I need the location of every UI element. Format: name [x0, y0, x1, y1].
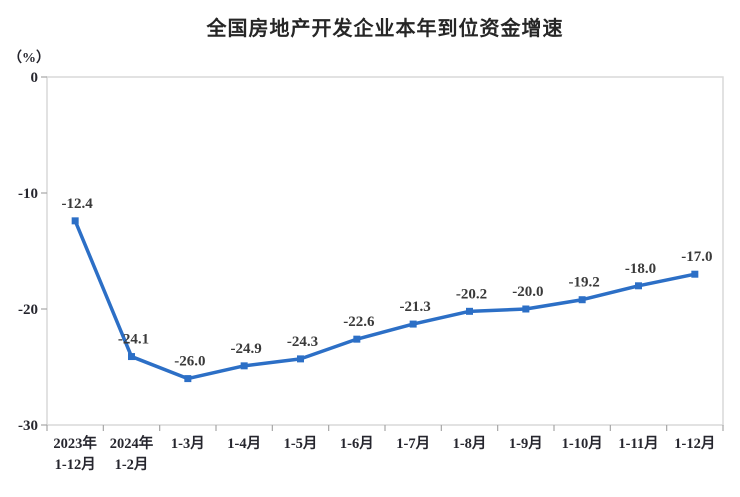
x-axis-category-label: 1-9月 [509, 435, 543, 452]
data-point-label: -20.0 [512, 284, 543, 300]
data-point-marker [522, 305, 530, 313]
x-axis-category-label: 1-5月 [284, 435, 318, 452]
data-point-label: -26.0 [174, 354, 205, 370]
y-axis-tick-label: -30 [18, 418, 38, 434]
data-point-marker [691, 270, 699, 278]
data-point-label: -24.9 [231, 341, 262, 357]
data-point-label: -22.6 [343, 314, 375, 330]
x-axis-category-label: 2024年 1-2月 [110, 434, 154, 473]
x-axis-category-label: 1-12月 [674, 435, 715, 452]
data-point-label: -17.0 [681, 249, 712, 265]
data-point-marker [635, 282, 642, 290]
x-axis-category-label: 2023年 1-12月 [53, 434, 97, 473]
data-line [73, 219, 697, 381]
data-point-label: -19.2 [569, 275, 600, 291]
chart-title: 全国房地产开发企业本年到位资金增速 [206, 18, 564, 40]
x-axis-category-label: 1-7月 [396, 435, 430, 452]
x-axis-category-label: 1-8月 [453, 435, 487, 452]
data-point-marker [466, 307, 473, 315]
y-axis-tick-label: -10 [18, 186, 38, 202]
data-point-label: -24.1 [118, 332, 149, 348]
y-axis-unit-label: （%） [8, 51, 50, 66]
data-point-marker [240, 362, 248, 370]
data-point-marker [353, 335, 361, 343]
x-axis-category-label: 1-4月 [227, 435, 261, 452]
data-point-label: -24.3 [287, 334, 318, 350]
x-axis-category-label: 1-3月 [171, 435, 205, 452]
data-point-label: -12.4 [62, 196, 94, 212]
x-axis-category-label: 1-6月 [340, 435, 374, 452]
data-point-marker [184, 375, 192, 383]
data-point-marker [297, 355, 304, 363]
plot-border [46, 76, 724, 426]
data-point-label: -20.2 [456, 286, 487, 302]
x-axis-category-label: 1-10月 [562, 435, 603, 452]
data-point-marker [128, 353, 135, 361]
x-axis-category-label: 1-11月 [618, 435, 658, 452]
y-axis-tick-label: -20 [18, 302, 38, 318]
data-point-marker [409, 320, 417, 328]
data-point-label: -21.3 [400, 299, 431, 315]
data-point-marker [578, 296, 586, 304]
data-point-label: -18.0 [625, 261, 656, 277]
y-axis-tick-label: 0 [31, 70, 39, 86]
data-point-marker [71, 217, 79, 225]
